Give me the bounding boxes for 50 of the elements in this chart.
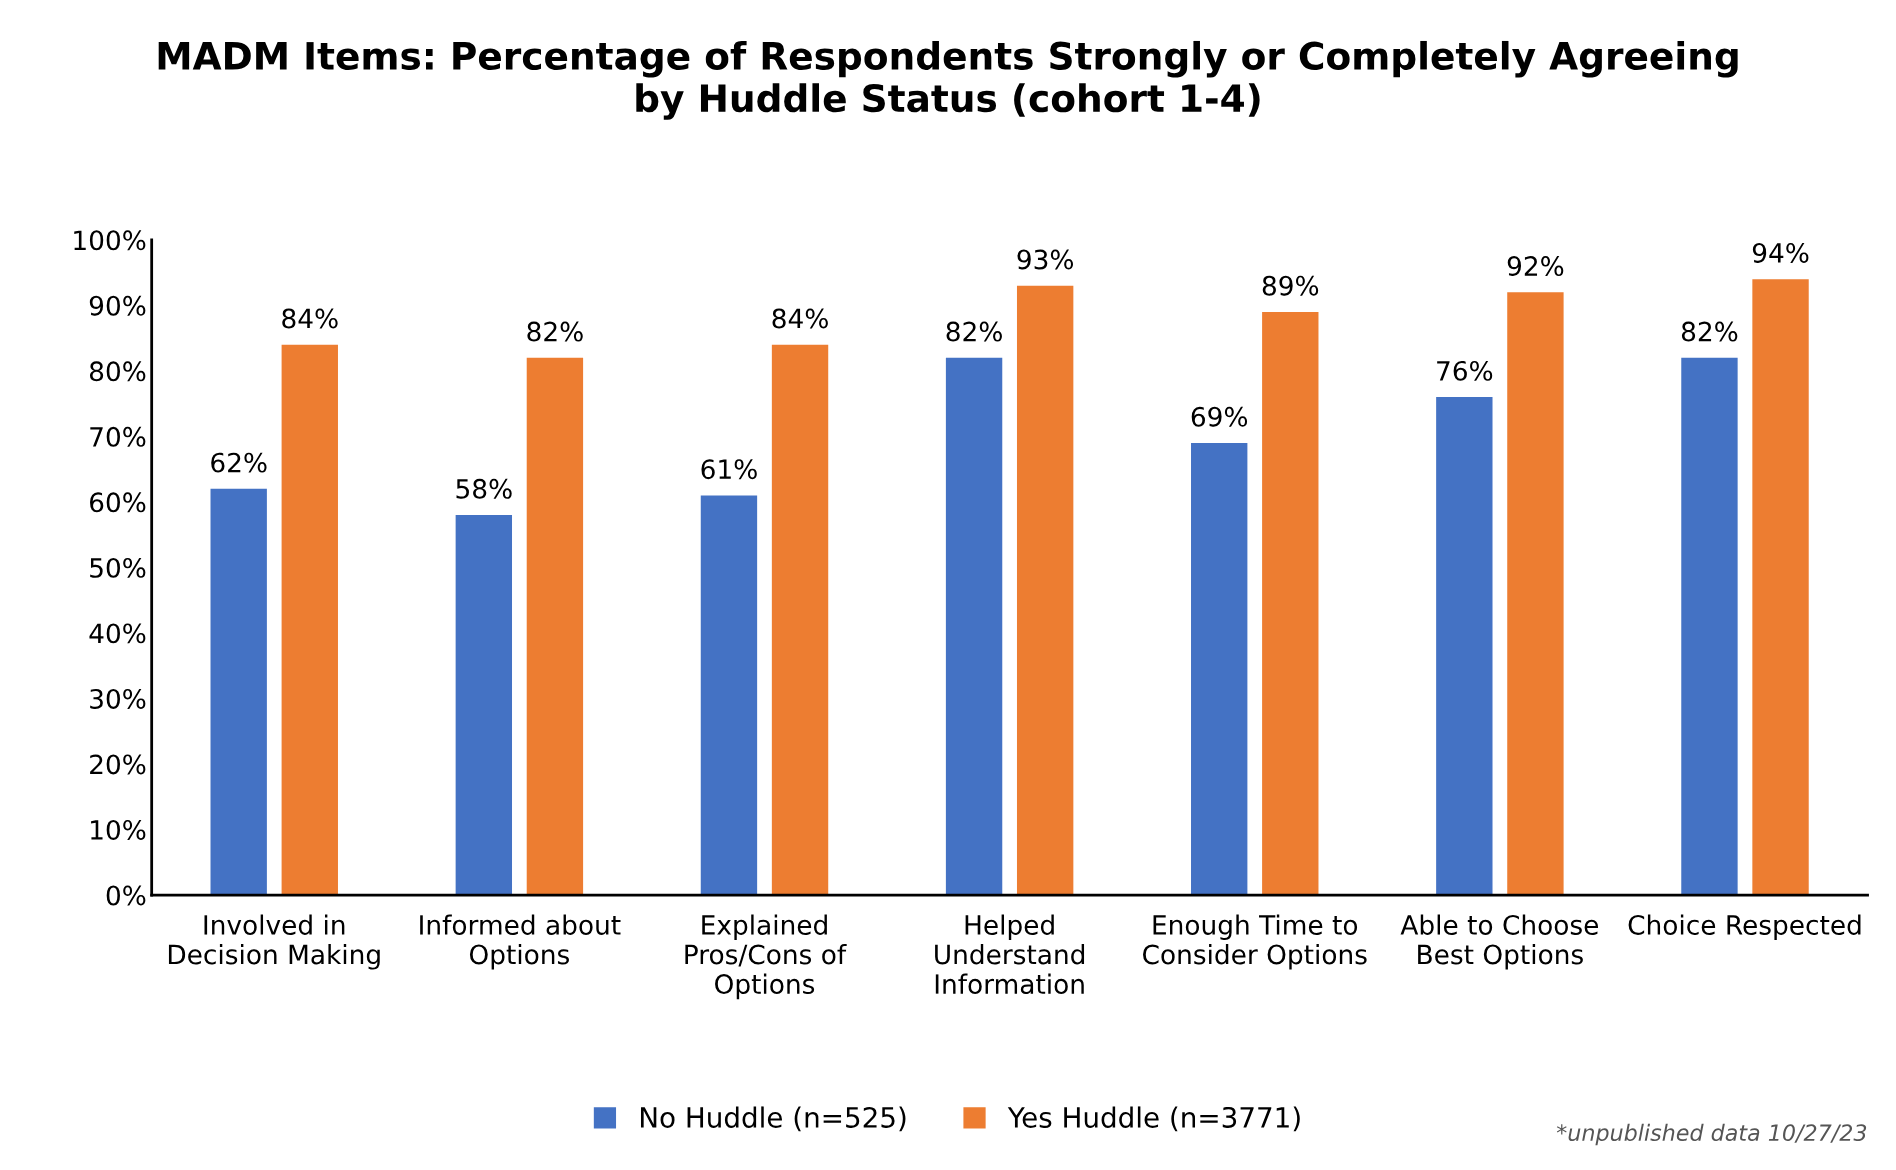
bar — [526, 357, 584, 896]
y-tick-label: 0% — [106, 885, 146, 906]
data-label: 61% — [701, 459, 757, 480]
data-label: 92% — [1507, 256, 1564, 277]
bar — [1191, 442, 1248, 896]
legend-label: Yes Huddle (n=3771) — [1007, 1106, 1300, 1132]
data-label: 82% — [946, 321, 1002, 342]
y-tick-label: 50% — [90, 557, 146, 578]
y-tick-label: 100% — [74, 230, 146, 251]
bar — [1752, 279, 1809, 896]
y-tick-label: 80% — [89, 361, 146, 382]
data-label: 93% — [1017, 249, 1074, 270]
chart-title: MADM Items: Percentage of Respondents Strongly or Completely Agreeing by Huddle Status (cohort 1-4) — [158, 40, 1738, 120]
text: *unpublished data 10/27/23 — [1556, 1123, 1867, 1146]
x-tick-label: Informed about Options — [420, 914, 621, 970]
data-label: 82% — [527, 321, 583, 342]
data-label: 58% — [456, 478, 512, 499]
y-tick-label: 10% — [91, 819, 146, 840]
y-tick-label: 20% — [90, 754, 146, 775]
bar — [1436, 397, 1493, 896]
y-tick-label: 60% — [90, 492, 146, 513]
x-tick-label: Helped Understand Information — [935, 914, 1085, 995]
data-label: 76% — [1437, 360, 1493, 381]
bar — [210, 488, 267, 896]
bar — [771, 344, 829, 896]
data-label: 84% — [282, 308, 338, 329]
y-tick-label: 30% — [90, 688, 146, 709]
bar — [1262, 311, 1319, 896]
x-tick-label: Enough Time to Consider Options — [1143, 914, 1367, 970]
x-tick-label: Able to Choose Best Options — [1400, 914, 1598, 970]
legend-label: No Huddle (n=525) — [640, 1106, 906, 1132]
y-tick-label: 90% — [89, 295, 146, 316]
data-label: 69% — [1191, 406, 1248, 427]
data-label: 94% — [1752, 242, 1809, 263]
x-tick-label: Involved in Decision Making — [168, 914, 380, 970]
bar — [281, 344, 338, 896]
bar — [1016, 285, 1074, 896]
x-tick-label: Explained Pros/Cons of Options — [685, 914, 847, 1000]
bar — [700, 495, 758, 896]
bar — [1507, 292, 1564, 896]
y-tick-label: 70% — [90, 426, 146, 447]
x-tick-label: Choice Respected — [1628, 914, 1861, 941]
data-label: 89% — [1262, 275, 1319, 296]
bar — [455, 515, 513, 896]
bar — [1681, 357, 1738, 896]
data-label: 82% — [1681, 321, 1738, 342]
bar — [945, 357, 1003, 896]
data-label: 84% — [772, 308, 828, 329]
y-tick-label: 40% — [89, 623, 146, 644]
data-label: 62% — [211, 452, 267, 473]
